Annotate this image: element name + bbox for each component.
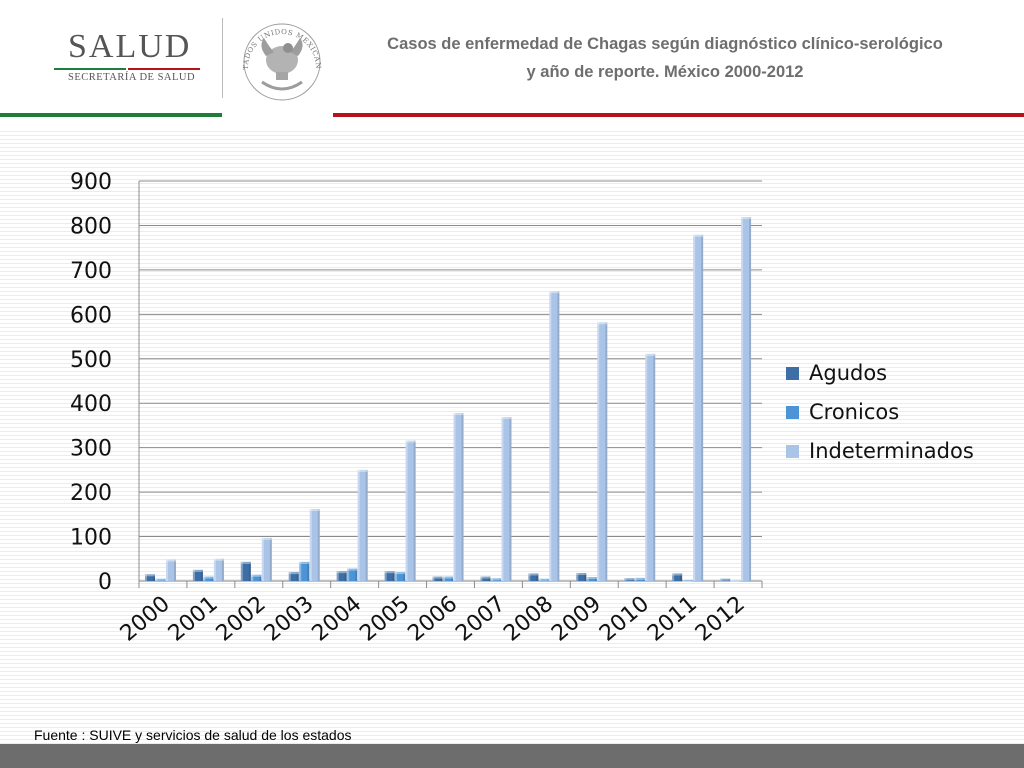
legend-label: Indeterminados: [809, 439, 974, 463]
legend-swatch: [786, 366, 799, 380]
slide-title: Casos de enfermedad de Chagas según diag…: [360, 30, 970, 86]
bar-indeterminados-2001: [213, 558, 224, 581]
bar-agudos-2007: [480, 576, 491, 581]
bar-cronicos-2005: [395, 572, 406, 581]
bar-indeterminados-2010: [645, 353, 656, 581]
x-axis-labels: 2000200120022003200420052006200720082009…: [116, 591, 750, 646]
header-green-bar: [0, 113, 222, 117]
bar-agudos-2000: [145, 574, 155, 581]
header-red-bar: [333, 113, 1024, 117]
legend-swatch: [786, 444, 799, 458]
legend-item-agudos: Agudos: [786, 358, 887, 388]
grid-layer: [138, 180, 763, 588]
bar-indeterminados-2002: [261, 537, 272, 581]
bar-indeterminados-2005: [405, 440, 416, 581]
bar-agudos-2008: [528, 573, 539, 581]
x-tick-label: 2007: [451, 591, 510, 646]
bar-agudos-2006: [432, 576, 443, 581]
legend-swatch: [786, 405, 799, 419]
x-tick-label: 2011: [643, 591, 702, 646]
bar-cronicos-2012: [730, 580, 741, 583]
bar-cronicos-2003: [299, 561, 310, 581]
title-line-1: Casos de enfermedad de Chagas según diag…: [387, 35, 943, 53]
x-tick-label: 2004: [308, 591, 367, 646]
logo-red-line: [128, 68, 200, 70]
x-tick-label: 2009: [547, 591, 606, 646]
bar-cronicos-2004: [347, 568, 358, 581]
bar-indeterminados-2011: [693, 234, 704, 581]
logo-white-line: [126, 68, 128, 70]
legend-label: Agudos: [809, 361, 888, 385]
bar-agudos-2004: [336, 571, 347, 581]
x-tick-label: 2002: [212, 591, 271, 646]
header-separator: [222, 18, 223, 98]
bar-cronicos-2002: [251, 574, 262, 581]
salud-logo-title: SALUD: [68, 28, 192, 65]
legend-item-indeterminados: Indeterminados: [786, 436, 974, 466]
y-tick-label: 800: [70, 214, 112, 239]
bar-indeterminados-2000: [166, 559, 176, 581]
bar-agudos-2012: [720, 578, 731, 581]
x-tick-label: 2005: [355, 591, 414, 646]
bar-cronicos-2000: [155, 578, 166, 581]
bar-agudos-2011: [672, 573, 683, 581]
y-tick-label: 300: [70, 437, 112, 462]
y-tick-label: 500: [70, 348, 112, 373]
bar-indeterminados-2008: [549, 291, 560, 581]
legend-item-cronicos: Cronicos: [786, 397, 899, 427]
x-tick-label: 2001: [164, 591, 223, 646]
x-tick-label: 2000: [116, 591, 175, 646]
bar-agudos-2010: [624, 578, 635, 581]
national-seal-icon: ESTADOS UNIDOS MEXICANOS: [236, 16, 322, 101]
y-tick-label: 400: [70, 392, 112, 417]
bar-indeterminados-2003: [309, 509, 320, 581]
bar-agudos-2003: [288, 572, 299, 581]
bar-cronicos-2007: [490, 578, 501, 581]
y-tick-label: 100: [70, 526, 112, 551]
salud-logo-subtitle: SECRETARÍA DE SALUD: [68, 72, 196, 83]
bar-cronicos-2001: [203, 576, 214, 581]
header: SALUD SECRETARÍA DE SALUD ESTADOS UNIDOS…: [0, 0, 1024, 128]
y-tick-label: 200: [70, 481, 112, 506]
bar-cronicos-2010: [634, 577, 645, 581]
bar-agudos-2009: [576, 573, 587, 581]
y-tick-label: 700: [70, 259, 112, 284]
striped-background: [0, 128, 1024, 744]
title-line-2: y año de reporte. México 2000-2012: [526, 63, 804, 81]
y-axis-labels: 0 100 200 300 400 500 600 700 800 900: [70, 170, 112, 595]
x-tick-label: 2006: [403, 591, 462, 646]
bar-cronicos-2009: [586, 577, 597, 581]
bar-cronicos-2008: [538, 578, 549, 581]
logo-green-line: [54, 68, 126, 70]
bar-agudos-2002: [240, 561, 251, 581]
bar-cronicos-2006: [443, 576, 454, 581]
x-tick-label: 2010: [595, 591, 654, 646]
bar-cronicos-2011: [682, 580, 693, 583]
legend-label: Cronicos: [809, 400, 900, 424]
x-tick-label: 2008: [499, 591, 558, 646]
footer-bar: [0, 744, 1024, 768]
bar-indeterminados-2009: [597, 322, 608, 581]
x-tick-label: 2003: [260, 591, 319, 646]
y-tick-label: 600: [70, 303, 112, 328]
bar-indeterminados-2012: [741, 217, 752, 581]
bar-indeterminados-2007: [501, 417, 512, 581]
source-note: Fuente : SUIVE y servicios de salud de l…: [34, 727, 352, 743]
y-tick-label: 0: [98, 570, 112, 595]
bar-agudos-2001: [192, 569, 203, 581]
bar-indeterminados-2006: [453, 413, 464, 581]
x-tick-label: 2012: [691, 591, 750, 646]
y-tick-label: 900: [70, 170, 112, 195]
bar-indeterminados-2004: [357, 469, 368, 581]
bar-agudos-2005: [384, 571, 395, 581]
bars-layer: [145, 217, 752, 583]
